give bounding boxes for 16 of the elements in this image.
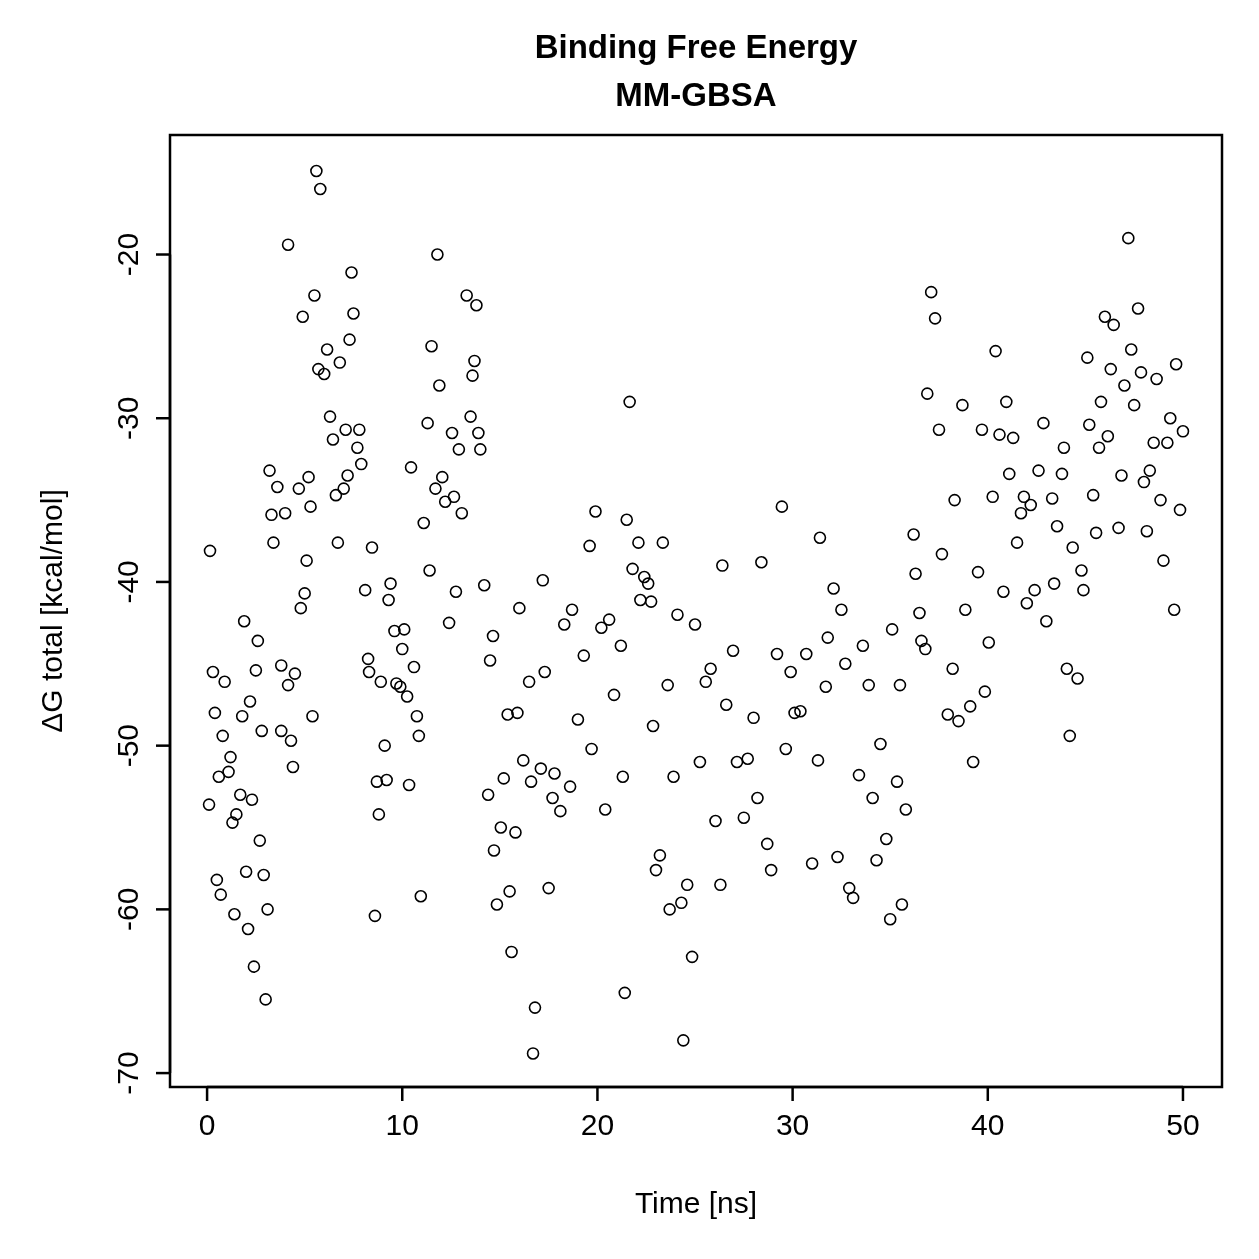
y-axis-title: ΔG total [kcal/mol] bbox=[35, 489, 68, 733]
chart-subtitle: MM-GBSA bbox=[615, 76, 777, 113]
y-tick-label: -60 bbox=[111, 887, 144, 932]
y-tick-label: -40 bbox=[111, 560, 144, 604]
x-axis-title: Time [ns] bbox=[634, 1186, 758, 1219]
chart-title: Binding Free Energy bbox=[534, 28, 858, 65]
x-tick-label: 40 bbox=[971, 1108, 1005, 1141]
y-tick-label: -70 bbox=[111, 1051, 144, 1095]
y-tick-label: -30 bbox=[111, 396, 144, 440]
y-tick-label: -20 bbox=[111, 232, 144, 277]
y-tick-label: -50 bbox=[111, 723, 144, 768]
x-tick-label: 0 bbox=[198, 1108, 216, 1141]
x-tick-label: 20 bbox=[580, 1108, 615, 1141]
x-tick-label: 50 bbox=[1166, 1108, 1200, 1141]
x-tick-label: 30 bbox=[775, 1108, 810, 1141]
x-tick-label: 10 bbox=[385, 1108, 419, 1141]
